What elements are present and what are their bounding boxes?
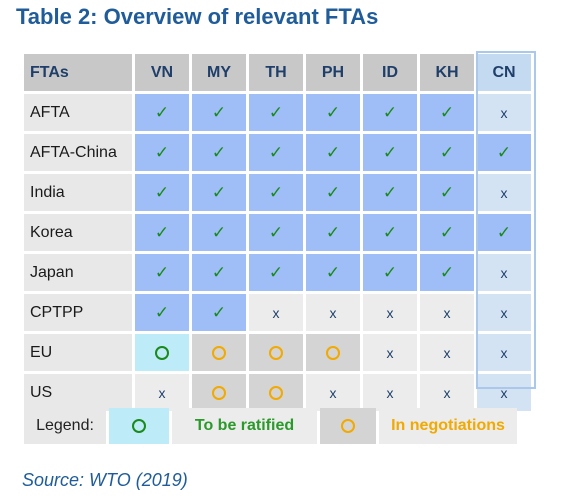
green-circle-icon — [155, 345, 169, 360]
row-label: CPTPP — [24, 294, 132, 331]
check-icon: ✓ — [249, 214, 303, 251]
column-header-my: MY — [192, 54, 246, 91]
check-icon: ✓ — [135, 294, 189, 331]
orange-circle-icon — [212, 345, 226, 360]
check-icon: ✓ — [306, 174, 360, 211]
check-icon: ✓ — [192, 294, 246, 331]
check-icon: ✓ — [192, 254, 246, 291]
check-icon: ✓ — [363, 134, 417, 171]
check-icon: ✓ — [249, 174, 303, 211]
check-icon: ✓ — [249, 254, 303, 291]
legend-ratified-swatch — [109, 408, 169, 444]
check-icon: ✓ — [135, 214, 189, 251]
x-icon: x — [420, 294, 474, 331]
check-icon: ✓ — [363, 214, 417, 251]
negotiation-cell — [192, 374, 246, 411]
x-icon: x — [306, 374, 360, 411]
row-label: AFTA-China — [24, 134, 132, 171]
x-icon: x — [249, 294, 303, 331]
row-label: EU — [24, 334, 132, 371]
row-label: Korea — [24, 214, 132, 251]
x-icon: x — [363, 374, 417, 411]
x-icon: x — [306, 294, 360, 331]
check-icon: ✓ — [192, 134, 246, 171]
x-icon: x — [477, 174, 531, 211]
column-header-ftas: FTAs — [24, 54, 132, 91]
check-icon: ✓ — [249, 134, 303, 171]
x-icon: x — [135, 374, 189, 411]
check-icon: ✓ — [420, 254, 474, 291]
orange-circle-icon — [326, 345, 340, 360]
x-icon: x — [363, 334, 417, 371]
check-icon: ✓ — [420, 214, 474, 251]
negotiation-cell — [192, 334, 246, 371]
fta-table: FTAs VN MY TH PH ID KH CN AFTA ✓ ✓ ✓ ✓ ✓ ✓ x AFTA-China ✓… — [24, 54, 531, 411]
check-icon: ✓ — [135, 134, 189, 171]
row-label: India — [24, 174, 132, 211]
row-label: US — [24, 374, 132, 411]
check-icon: ✓ — [420, 174, 474, 211]
check-icon: ✓ — [477, 134, 531, 171]
orange-circle-icon — [269, 385, 283, 400]
x-icon: x — [363, 294, 417, 331]
column-header-vn: VN — [135, 54, 189, 91]
negotiation-cell — [249, 374, 303, 411]
check-icon: ✓ — [420, 94, 474, 131]
legend-label: Legend: — [24, 408, 106, 444]
row-label: Japan — [24, 254, 132, 291]
legend-ratified-text: To be ratified — [172, 408, 317, 444]
negotiation-cell — [249, 334, 303, 371]
orange-circle-icon — [341, 419, 355, 433]
x-icon: x — [477, 334, 531, 371]
check-icon: ✓ — [249, 94, 303, 131]
x-icon: x — [477, 294, 531, 331]
column-header-th: TH — [249, 54, 303, 91]
ratified-cell — [135, 334, 189, 371]
check-icon: ✓ — [135, 94, 189, 131]
check-icon: ✓ — [135, 174, 189, 211]
x-icon: x — [420, 334, 474, 371]
x-icon: x — [420, 374, 474, 411]
check-icon: ✓ — [363, 94, 417, 131]
check-icon: ✓ — [363, 174, 417, 211]
x-icon: x — [477, 374, 531, 411]
orange-circle-icon — [212, 385, 226, 400]
check-icon: ✓ — [306, 254, 360, 291]
check-icon: ✓ — [306, 94, 360, 131]
check-icon: ✓ — [306, 134, 360, 171]
orange-circle-icon — [269, 345, 283, 360]
legend: Legend: To be ratified In negotiations — [24, 408, 517, 444]
check-icon: ✓ — [420, 134, 474, 171]
row-label: AFTA — [24, 94, 132, 131]
check-icon: ✓ — [363, 254, 417, 291]
x-icon: x — [477, 254, 531, 291]
column-header-id: ID — [363, 54, 417, 91]
legend-negotiation-swatch — [320, 408, 376, 444]
check-icon: ✓ — [192, 214, 246, 251]
column-header-kh: KH — [420, 54, 474, 91]
legend-negotiation-text: In negotiations — [379, 408, 517, 444]
green-circle-icon — [132, 419, 146, 433]
check-icon: ✓ — [477, 214, 531, 251]
negotiation-cell — [306, 334, 360, 371]
check-icon: ✓ — [192, 94, 246, 131]
source-note: Source: WTO (2019) — [22, 470, 188, 490]
table-title: Table 2: Overview of relevant FTAs — [16, 4, 379, 29]
column-header-ph: PH — [306, 54, 360, 91]
check-icon: ✓ — [135, 254, 189, 291]
column-header-cn: CN — [477, 54, 531, 91]
check-icon: ✓ — [306, 214, 360, 251]
check-icon: ✓ — [192, 174, 246, 211]
x-icon: x — [477, 94, 531, 131]
